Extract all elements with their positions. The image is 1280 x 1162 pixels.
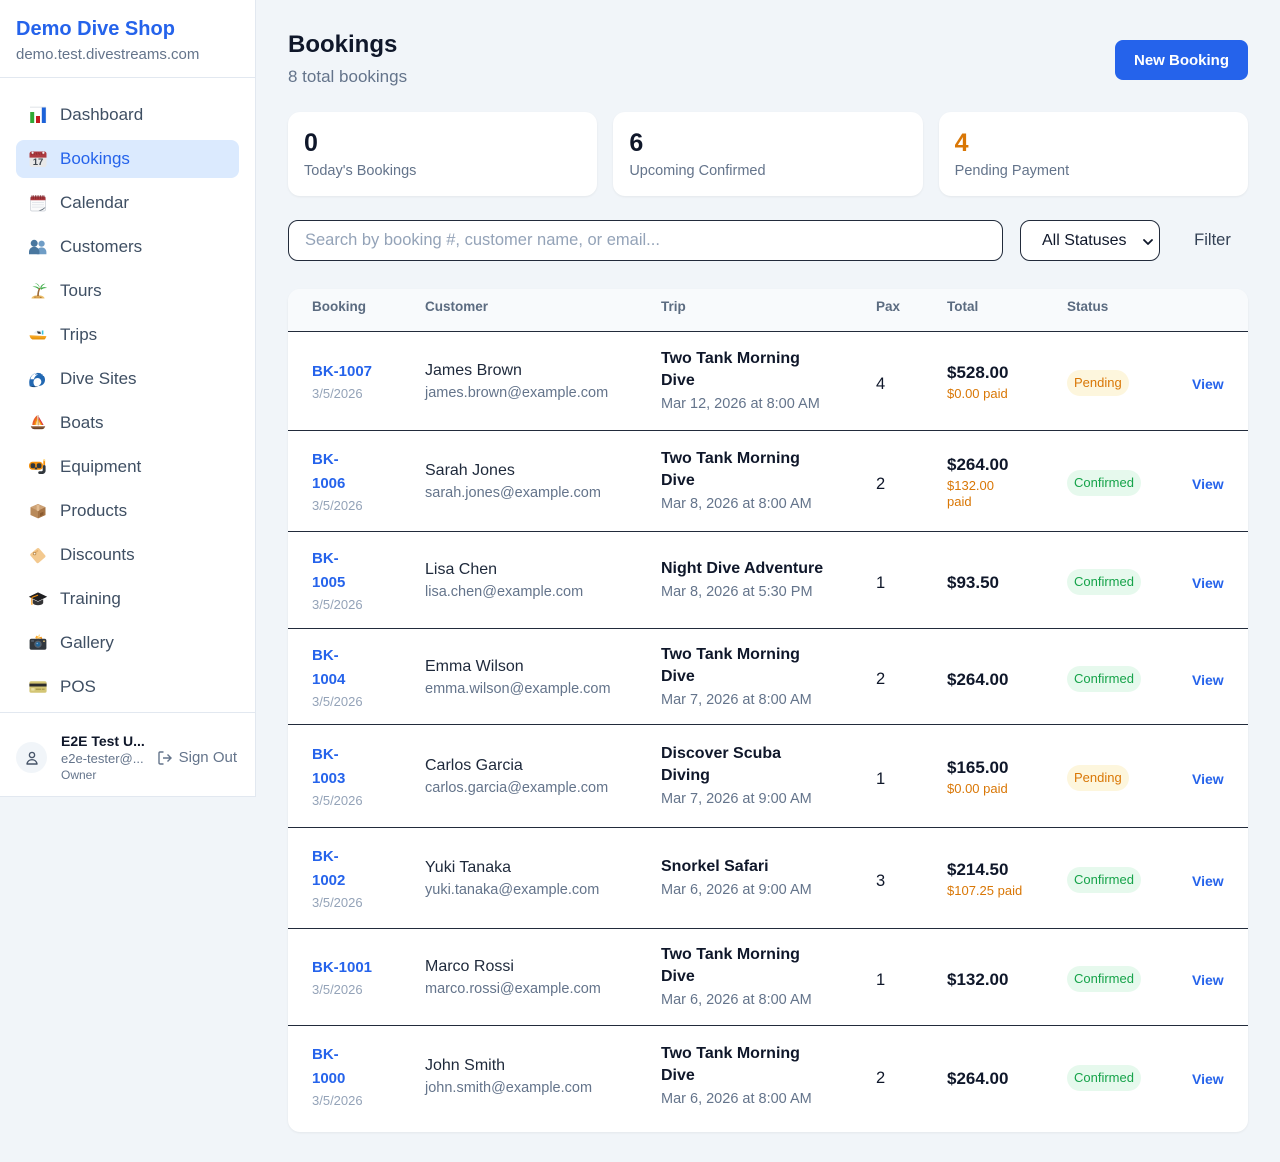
svg-text:17: 17 — [33, 157, 44, 168]
